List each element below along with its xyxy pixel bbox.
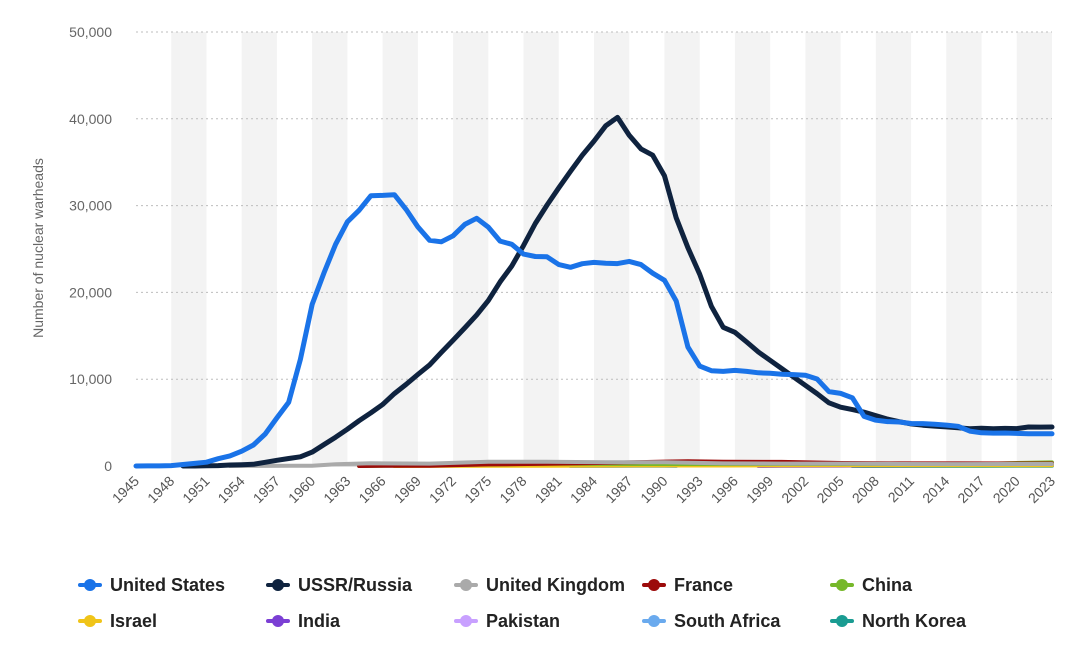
year-band xyxy=(734,32,771,466)
y-axis-ticks: 0 10,000 20,000 30,000 40,000 50,000 xyxy=(69,24,112,474)
year-band xyxy=(241,32,277,466)
year-band xyxy=(664,32,700,466)
year-band xyxy=(523,32,559,466)
legend-item[interactable]: Pakistan xyxy=(454,611,642,632)
legend-item[interactable]: North Korea xyxy=(830,611,1018,632)
x-tick-label: 2014 xyxy=(919,473,952,506)
x-tick-label: 1984 xyxy=(567,473,600,506)
legend-swatch xyxy=(78,615,102,627)
x-tick-label: 1978 xyxy=(496,473,529,506)
legend: United States USSR/Russia United Kingdom Fr… xyxy=(78,567,1058,639)
x-tick-label: 1990 xyxy=(637,473,670,506)
legend-swatch xyxy=(830,579,854,591)
x-tick-label: 1981 xyxy=(532,473,565,506)
x-tick-label: 2023 xyxy=(1025,473,1058,506)
legend-swatch xyxy=(266,615,290,627)
legend-label: France xyxy=(674,574,734,595)
legend-swatch xyxy=(454,579,478,591)
legend-swatch xyxy=(642,615,666,627)
y-tick-label: 40,000 xyxy=(69,111,112,127)
y-tick-label: 30,000 xyxy=(69,198,112,214)
legend-item[interactable]: Israel xyxy=(78,611,266,632)
series-line-united-states[interactable] xyxy=(133,192,1055,469)
line-chart: 0 10,000 20,000 30,000 40,000 50,000 1945 1948… xyxy=(30,24,1058,506)
series-lines xyxy=(133,114,1055,469)
legend-item[interactable]: United Kingdom xyxy=(454,575,642,596)
x-tick-label: 2011 xyxy=(885,473,918,506)
x-tick-label: 1954 xyxy=(214,473,247,506)
legend-label: USSR/Russia xyxy=(298,574,413,595)
x-tick-label: 1945 xyxy=(109,473,142,506)
legend-label: South Africa xyxy=(674,610,781,631)
year-band xyxy=(875,32,912,466)
year-band xyxy=(594,32,630,466)
x-tick-label: 2005 xyxy=(813,473,846,506)
legend-label: China xyxy=(862,574,913,595)
year-band xyxy=(312,32,348,466)
legend-swatch xyxy=(454,615,478,627)
y-tick-label: 50,000 xyxy=(69,24,112,40)
legend-item[interactable]: France xyxy=(642,575,830,596)
legend-item[interactable]: United States xyxy=(78,575,266,596)
y-tick-label: 20,000 xyxy=(69,284,112,300)
year-band xyxy=(946,32,982,466)
x-tick-label: 1960 xyxy=(285,473,318,506)
legend-label: Pakistan xyxy=(486,610,561,631)
legend-item[interactable]: China xyxy=(830,575,1018,596)
series-line-united-kingdom[interactable] xyxy=(227,459,1054,468)
x-tick-label: 1951 xyxy=(179,473,212,506)
y-tick-label: 10,000 xyxy=(69,371,112,387)
legend-label: North Korea xyxy=(862,610,967,631)
legend-swatch xyxy=(642,579,666,591)
legend-row: United States USSR/Russia United Kingdom Fr… xyxy=(78,567,1058,603)
x-tick-label: 1987 xyxy=(602,473,635,506)
legend-label: Israel xyxy=(110,610,158,631)
x-tick-label: 2008 xyxy=(849,473,882,506)
y-tick-label: 0 xyxy=(104,458,112,474)
x-tick-label: 2002 xyxy=(778,473,811,506)
x-tick-label: 2017 xyxy=(954,473,987,506)
year-bands xyxy=(171,32,1052,466)
year-band xyxy=(382,32,418,466)
legend-swatch xyxy=(830,615,854,627)
legend-label: United States xyxy=(110,574,226,595)
x-tick-label: 1972 xyxy=(426,473,459,506)
x-tick-label: 1993 xyxy=(672,473,705,506)
legend-item[interactable]: South Africa xyxy=(642,611,830,632)
x-tick-label: 1948 xyxy=(144,473,177,506)
x-tick-label: 1966 xyxy=(355,473,388,506)
x-tick-label: 1975 xyxy=(461,473,494,506)
legend-item[interactable]: India xyxy=(266,611,454,632)
x-tick-label: 1969 xyxy=(391,473,424,506)
legend-row: Israel India Pakistan South Africa North Kor… xyxy=(78,603,1058,639)
legend-item[interactable]: USSR/Russia xyxy=(266,575,454,596)
legend-label: India xyxy=(298,610,341,631)
x-tick-label: 1999 xyxy=(743,473,776,506)
year-band xyxy=(1016,32,1052,466)
y-axis-label: Number of nuclear warheads xyxy=(30,158,46,338)
legend-swatch xyxy=(78,579,102,591)
x-tick-label: 1963 xyxy=(320,473,353,506)
x-axis-ticks: 1945 1948 1951 1954 1957 1960 1963 1966 1969 1972… xyxy=(109,473,1058,506)
x-tick-label: 1996 xyxy=(708,473,741,506)
x-tick-label: 2020 xyxy=(990,473,1023,506)
year-band xyxy=(453,32,489,466)
year-band xyxy=(171,32,207,466)
legend-label: United Kingdom xyxy=(486,574,625,595)
legend-swatch xyxy=(266,579,290,591)
x-tick-label: 1957 xyxy=(250,473,283,506)
